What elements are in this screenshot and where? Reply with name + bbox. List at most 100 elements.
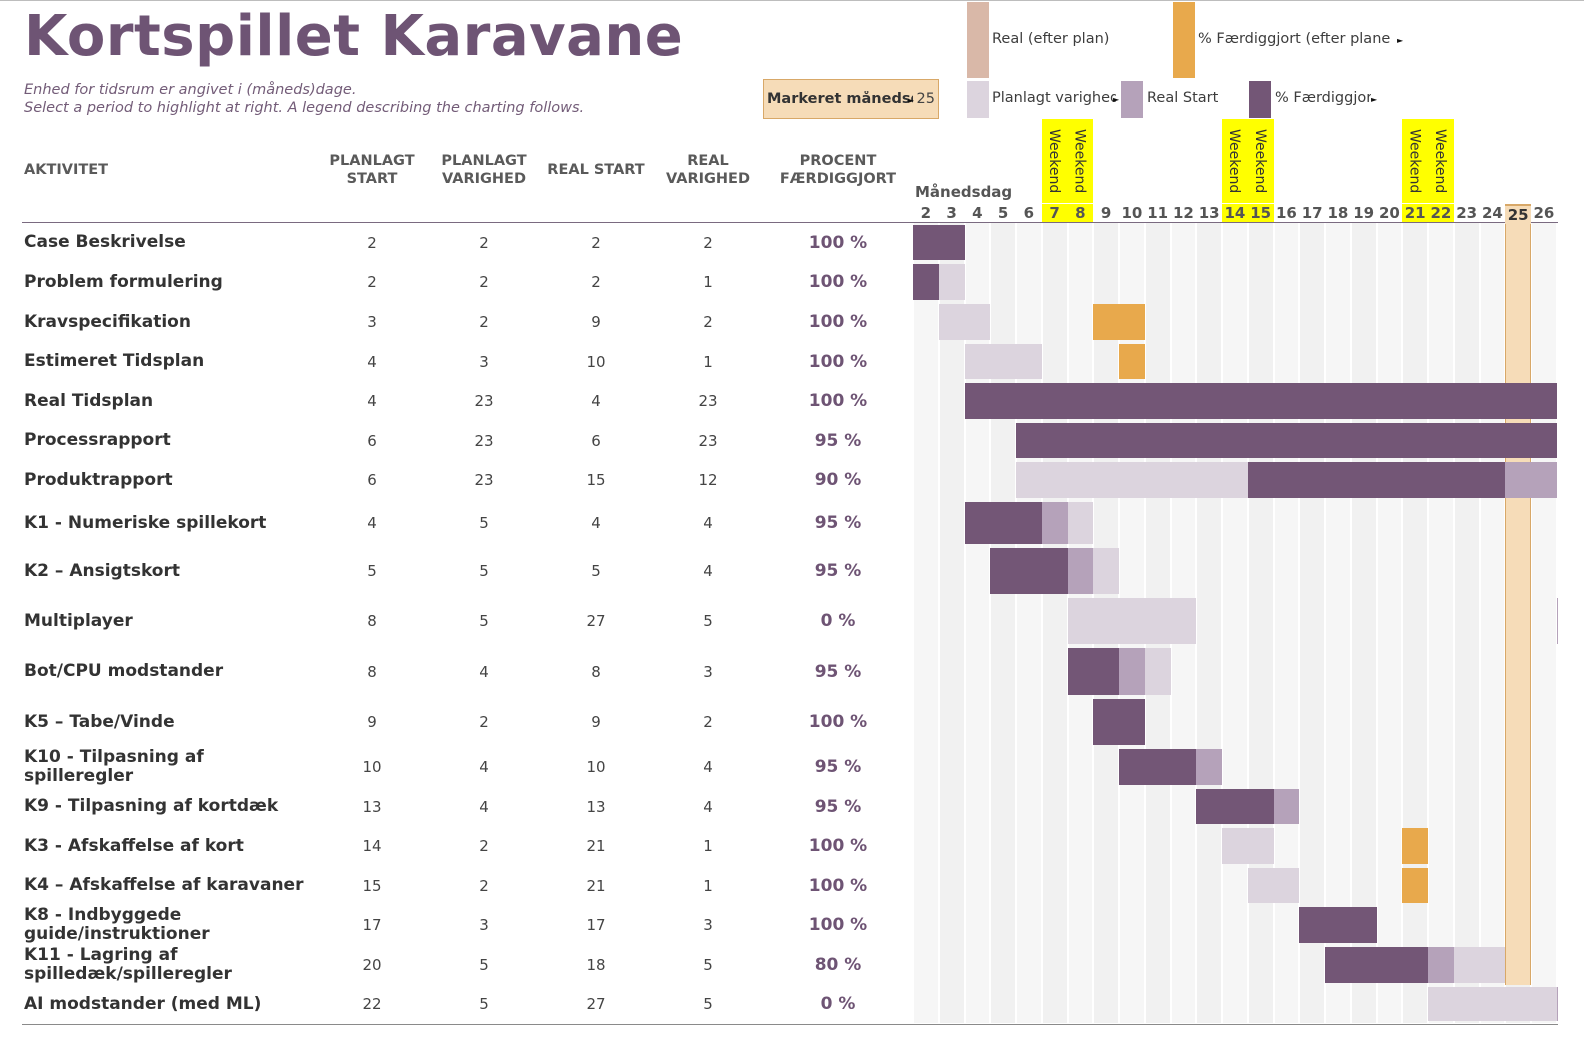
- activity-name: K5 – Tabe/Vinde: [24, 711, 175, 732]
- grid-column: [1248, 223, 1273, 1023]
- grid-column: [991, 223, 1015, 1023]
- activity-name: Kravspecifikation: [24, 311, 191, 332]
- real-start: 4: [591, 514, 601, 532]
- real-start: 9: [591, 313, 601, 331]
- pct-done: 100 %: [808, 915, 868, 935]
- period-selector[interactable]: Markeret månedsdag ► 25: [763, 79, 939, 119]
- plan-start: 4: [367, 514, 377, 532]
- overflow-arrow-icon: ►: [908, 96, 915, 105]
- table-row: K11 - Lagring af spilledæk/spilleregler 2…: [22, 945, 902, 985]
- grid-column: [1532, 223, 1556, 1023]
- legend-swatch-pct-after-plan: [1173, 2, 1195, 78]
- real-start: 15: [586, 471, 606, 489]
- overflow-arrow-icon: ►: [1397, 36, 1404, 45]
- weekend-label: Weekend: [1226, 129, 1242, 194]
- legend-swatch-pct-done: [1249, 81, 1271, 118]
- real-duration: 1: [703, 876, 713, 895]
- activity-name: Case Beskrivelse: [24, 232, 186, 252]
- real-start: 6: [591, 431, 601, 450]
- activity-name: K10 - Tilpasning af spilleregler: [24, 747, 204, 786]
- grid-column: [1223, 223, 1247, 1023]
- activity-name: Processrapport: [24, 430, 171, 450]
- activity-name: Estimeret Tidsplan: [24, 351, 205, 371]
- plan-start: 2: [367, 273, 377, 291]
- pct-done: 95 %: [814, 661, 862, 682]
- real-start: 8: [591, 662, 601, 681]
- real-start: 4: [591, 392, 601, 410]
- pct-done-bar: [1247, 462, 1506, 498]
- table-row: Bot/CPU modstander 8 4 8 3 95 %: [22, 646, 902, 697]
- pct-after-plan-bar: [1402, 868, 1428, 903]
- pct-done: 100 %: [808, 312, 868, 332]
- pct-done: 90 %: [814, 470, 862, 490]
- activity-name: Produktrapport: [24, 469, 173, 490]
- grid-column: [1429, 223, 1453, 1023]
- day-number: 24: [1481, 204, 1503, 222]
- pct-after-plan-bar: [1093, 304, 1145, 340]
- plan-duration: 5: [479, 562, 489, 580]
- page-title: Kortspillet Karavane: [24, 4, 684, 69]
- real-duration: 5: [703, 995, 713, 1013]
- table-row: Problem formulering 2 2 2 1 100 %: [22, 262, 902, 302]
- day-number: 7: [1041, 204, 1068, 222]
- day-number: 17: [1301, 204, 1323, 222]
- table-row: K3 - Afskaffelse af kort 14 2 21 1 100 %: [22, 826, 902, 866]
- plan-duration: 5: [479, 612, 489, 630]
- pct-done-bar: [964, 383, 1557, 419]
- weekend-marker: Weekend: [1041, 119, 1068, 203]
- real-start: 10: [586, 352, 606, 371]
- pct-done: 95 %: [814, 561, 862, 581]
- subtitle-instructions: Select a period to highlight at right. A…: [24, 100, 585, 116]
- real-duration: 1: [703, 352, 713, 371]
- plan-duration: 4: [479, 797, 489, 816]
- real-duration: 23: [698, 431, 718, 450]
- activity-name: K4 – Afskaffelse af karavaner: [24, 875, 304, 895]
- real-duration: 5: [703, 956, 713, 974]
- real-duration: 23: [698, 392, 718, 410]
- table-row: K1 - Numeriske spillekort 4 5 4 4 95 %: [22, 500, 902, 546]
- grid-column: [939, 223, 964, 1023]
- plan-duration: 5: [479, 995, 489, 1013]
- table-row: Real Tidsplan 4 23 4 23 100 %: [22, 381, 902, 421]
- legend-pct-after-plan: % Færdiggjort (efter plane: [1198, 31, 1391, 47]
- real-duration: 4: [703, 562, 713, 580]
- day-number: 14: [1222, 204, 1248, 222]
- pct-done-bar: [913, 225, 965, 260]
- legend-real-start: Real Start: [1147, 90, 1219, 106]
- day-number: 22: [1428, 204, 1454, 222]
- plan-duration: 4: [479, 758, 489, 776]
- real-start: 21: [586, 837, 606, 855]
- plan-duration: 3: [479, 352, 489, 371]
- pct-after-plan-bar: [1402, 828, 1428, 864]
- highlight-column: [1505, 223, 1531, 985]
- period-value[interactable]: 25: [916, 91, 935, 107]
- pct-done: 95 %: [814, 513, 862, 533]
- weekend-marker: Weekend: [1222, 119, 1248, 203]
- pct-done-bar: [1067, 648, 1119, 695]
- pct-done: 100 %: [808, 232, 868, 253]
- plan-start: 6: [367, 471, 377, 489]
- plan-start: 8: [367, 612, 377, 630]
- real-start: 27: [586, 995, 606, 1013]
- real-start: 5: [591, 562, 601, 580]
- real-start: 2: [591, 273, 601, 291]
- table-row: K9 - Tilpasning af kortdæk 13 4 13 4 95 %: [22, 787, 902, 826]
- legend-plan-duration: Planlagt varighed: [992, 90, 1116, 106]
- plan-duration: 4: [479, 662, 489, 681]
- plan-start: 4: [367, 352, 377, 371]
- header-real-start: REAL START: [547, 162, 645, 178]
- real-start: 2: [591, 233, 601, 252]
- pct-done: 95 %: [814, 796, 862, 817]
- pct-done: 0 %: [820, 994, 856, 1014]
- plan-duration: 5: [479, 514, 489, 532]
- plan-start: 5: [367, 562, 377, 580]
- activity-name: K2 – Ansigtskort: [24, 560, 180, 581]
- day-number: 8: [1067, 204, 1094, 222]
- table-row: AI modstander (med ML) 22 5 27 5 0 %: [22, 985, 902, 1023]
- plan-start: 14: [362, 837, 382, 855]
- plan-duration: 2: [479, 713, 489, 731]
- activity-name: Problem formulering: [24, 271, 223, 292]
- activity-name: AI modstander (med ML): [24, 993, 262, 1014]
- pct-done: 0 %: [820, 611, 856, 631]
- plan-duration: 2: [479, 313, 489, 331]
